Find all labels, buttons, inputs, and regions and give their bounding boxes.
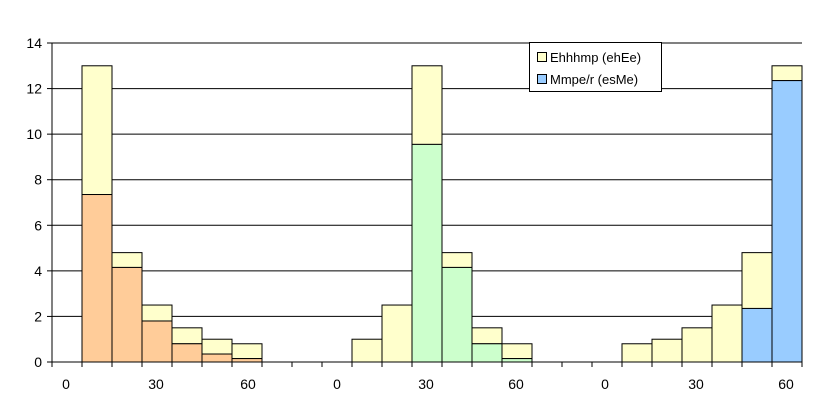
bar-upper-segment [141, 304, 173, 322]
bar-upper-segment [171, 327, 203, 345]
bar-upper-segment [351, 338, 383, 363]
bar-lower-segment [231, 358, 263, 363]
bar-lower-segment [81, 194, 113, 363]
x-tick-label: 0 [333, 376, 341, 392]
x-tick-label: 60 [778, 376, 794, 392]
bar-upper-segment [111, 252, 143, 268]
legend-item-1: Ehhhmp (ehEe) [537, 48, 641, 66]
y-tick-label: 4 [34, 263, 42, 279]
bar-lower-segment [471, 343, 503, 363]
bar-upper-segment [681, 327, 713, 363]
legend-label-1: Ehhhmp (ehEe) [550, 49, 642, 65]
bar-lower-segment [141, 320, 173, 363]
legend-label-2: Mmpe/r (esMe) [550, 71, 639, 87]
y-tick-label: 6 [34, 217, 42, 233]
x-tick-label: 0 [62, 376, 70, 392]
legend: Ehhhmp (ehEe) Mmpe/r (esMe) [529, 42, 662, 92]
x-tick-label: 30 [418, 376, 434, 392]
legend-swatch-1 [537, 52, 547, 62]
bar-upper-segment [471, 327, 503, 345]
bar-lower-segment [201, 353, 233, 363]
y-tick-label: 12 [26, 81, 42, 97]
bar-upper-segment [411, 65, 443, 145]
x-tick-label: 30 [148, 376, 164, 392]
bar-upper-segment [441, 252, 473, 268]
bar-lower-segment [771, 80, 803, 363]
bar-upper-segment [381, 304, 413, 363]
y-tick-label: 10 [26, 126, 42, 142]
bar-lower-segment [111, 266, 143, 363]
bar-lower-segment [501, 358, 533, 363]
bar-upper-segment [771, 65, 803, 82]
y-tick-label: 2 [34, 308, 42, 324]
bar-lower-segment [411, 143, 443, 363]
y-tick-label: 14 [26, 35, 42, 51]
bar-upper-segment [711, 304, 743, 363]
bar-upper-segment [231, 343, 263, 360]
bar-lower-segment [741, 307, 773, 363]
y-tick-label: 8 [34, 172, 42, 188]
x-tick-label: 60 [240, 376, 256, 392]
legend-swatch-2 [537, 74, 547, 84]
bar-lower-segment [171, 343, 203, 363]
x-tick-label: 30 [688, 376, 704, 392]
bar-upper-segment [81, 65, 113, 196]
bar-upper-segment [621, 343, 653, 363]
bar-upper-segment [501, 343, 533, 360]
x-tick-label: 60 [508, 376, 524, 392]
bar-upper-segment [201, 338, 233, 355]
legend-item-2: Mmpe/r (esMe) [537, 70, 638, 88]
bar-upper-segment [651, 338, 683, 363]
bar-upper-segment [741, 252, 773, 309]
bar-lower-segment [441, 266, 473, 363]
x-tick-label: 0 [601, 376, 609, 392]
y-tick-label: 0 [34, 354, 42, 370]
